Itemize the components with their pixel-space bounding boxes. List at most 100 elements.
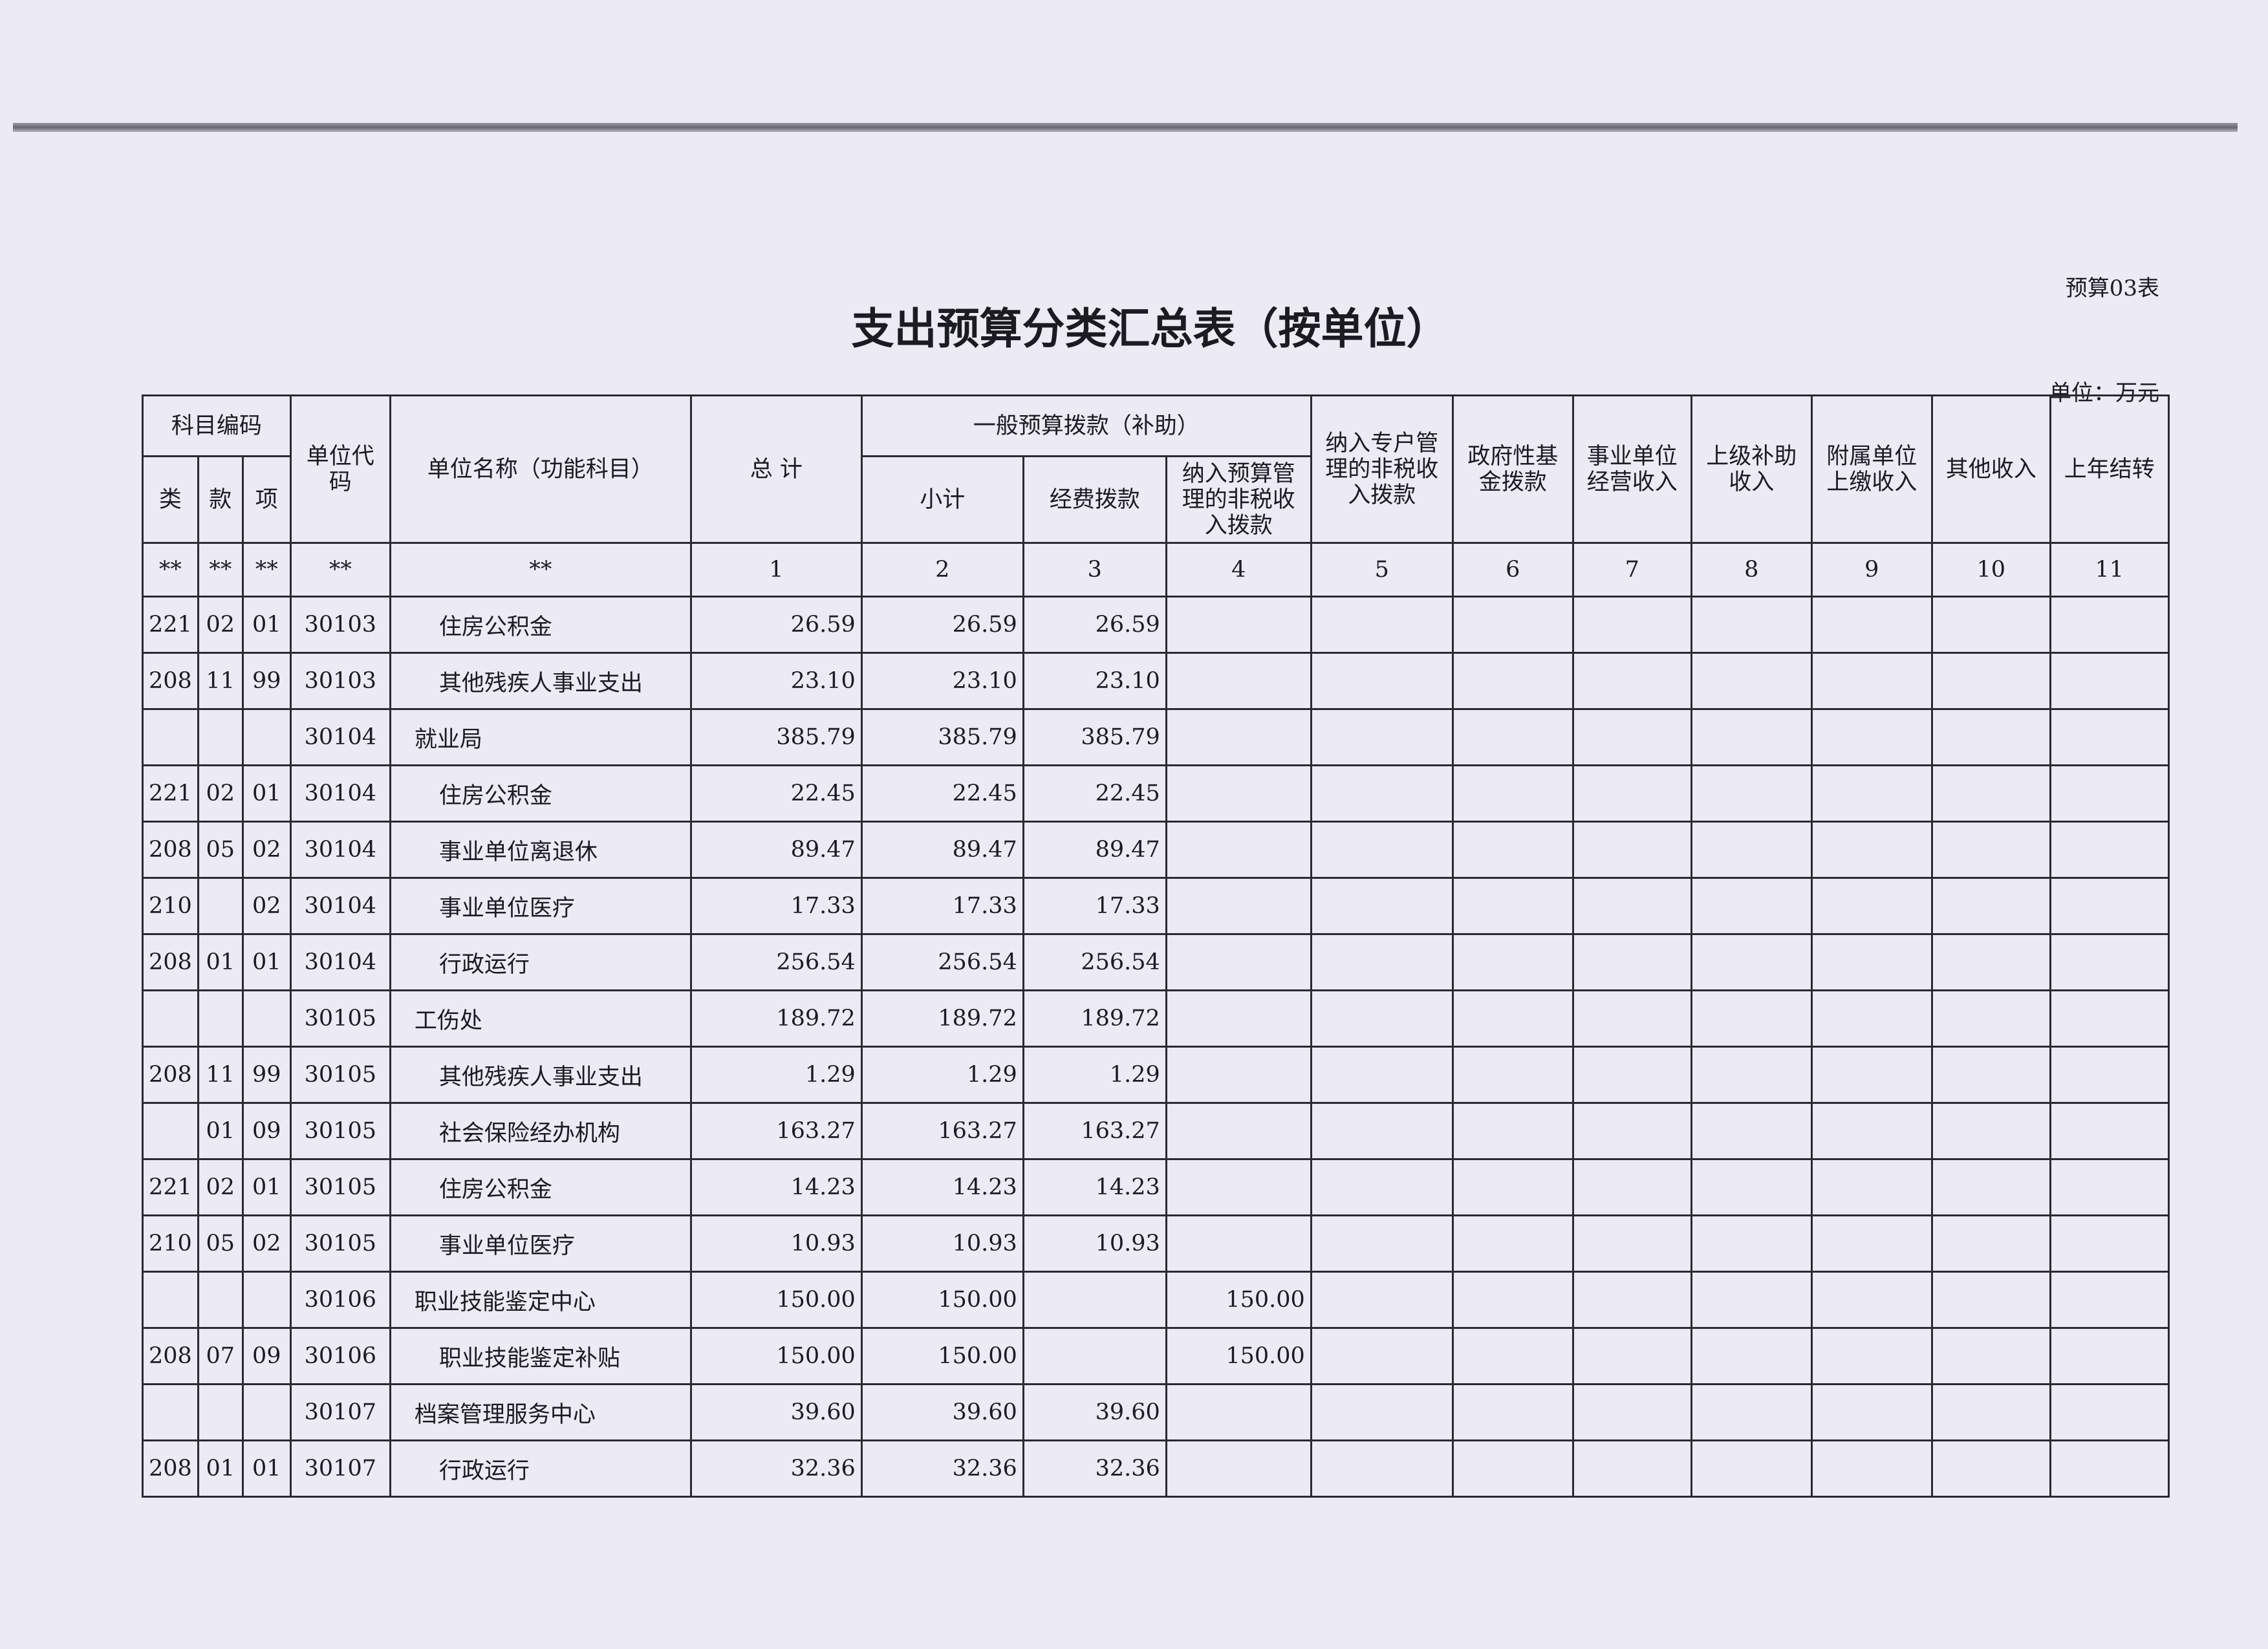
code-cell: 30107 <box>289 1383 391 1441</box>
amount-cell: 23.10 <box>689 652 863 710</box>
amount-cell <box>1022 1271 1167 1329</box>
amount-cell: 14.23 <box>1022 1158 1167 1216</box>
data-row: 208 07 09 30106 职业技能鉴定补贴 150.00 150.00 150.00 <box>142 1327 2170 1385</box>
column-number: ** <box>289 542 391 598</box>
column-number: 7 <box>1571 542 1692 598</box>
data-row: 221 02 01 30105 住房公积金 14.23 14.23 14.23 <box>142 1158 2170 1216</box>
amount-cell <box>2049 1102 2170 1160</box>
amount-cell <box>1810 1383 1933 1441</box>
scan-edge <box>13 123 2238 132</box>
column-header: 其他收入 <box>1930 394 2051 544</box>
amount-cell <box>1930 1327 2051 1385</box>
column-header: 单位名称（功能科目） <box>389 394 692 544</box>
amount-cell <box>1690 877 1813 935</box>
amount-cell <box>1310 1046 1454 1104</box>
amount-cell <box>1451 1158 1574 1216</box>
amount-cell <box>1930 1383 2051 1441</box>
amount-cell: 385.79 <box>860 708 1024 766</box>
amount-cell <box>1690 1271 1813 1329</box>
amount-cell: 256.54 <box>689 933 863 991</box>
amount-cell <box>1690 652 1813 710</box>
data-row: 30104 就业局 385.79 385.79 385.79 <box>142 708 2170 766</box>
amount-cell <box>1310 596 1454 654</box>
unit-name: 事业单位医疗 <box>389 1214 692 1273</box>
amount-cell <box>1165 1158 1312 1216</box>
amount-cell <box>1810 764 1933 823</box>
amount-cell <box>1690 989 1813 1048</box>
amount-cell: 22.45 <box>860 764 1024 823</box>
amount-cell <box>1930 989 2051 1048</box>
column-header: 单位代码 <box>289 394 391 544</box>
amount-cell <box>1810 708 1933 766</box>
code-cell: 01 <box>197 1439 244 1498</box>
code-cell: 210 <box>142 1214 199 1273</box>
amount-cell <box>1310 877 1454 935</box>
amount-cell <box>1571 708 1692 766</box>
column-number: 11 <box>2049 542 2170 598</box>
column-number: 4 <box>1165 542 1312 598</box>
amount-cell: 256.54 <box>860 933 1024 991</box>
amount-cell <box>1310 1383 1454 1441</box>
amount-cell <box>1810 596 1933 654</box>
unit-name: 行政运行 <box>389 933 692 991</box>
amount-cell <box>2049 652 2170 710</box>
amount-cell: 189.72 <box>860 989 1024 1048</box>
amount-cell <box>1810 1214 1933 1273</box>
amount-cell <box>1930 652 2051 710</box>
amount-cell: 32.36 <box>860 1439 1024 1498</box>
column-header: 总 计 <box>689 394 863 544</box>
amount-cell: 14.23 <box>860 1158 1024 1216</box>
amount-cell <box>1310 764 1454 823</box>
code-cell: 30104 <box>289 764 391 823</box>
code-cell: 02 <box>241 821 292 879</box>
column-number: 8 <box>1690 542 1813 598</box>
code-cell: 02 <box>197 596 244 654</box>
amount-cell <box>1571 1383 1692 1441</box>
column-number: 3 <box>1022 542 1167 598</box>
amount-cell <box>1571 933 1692 991</box>
amount-cell <box>2049 877 2170 935</box>
amount-cell: 150.00 <box>689 1271 863 1329</box>
code-cell: 30105 <box>289 1102 391 1160</box>
amount-cell: 26.59 <box>1022 596 1167 654</box>
code-cell: 221 <box>142 596 199 654</box>
amount-cell: 150.00 <box>860 1271 1024 1329</box>
budget-table: 科目编码 单位代码 单位名称（功能科目）总 计一般预算拨款（补助） 纳入专户管理的非税… <box>142 394 2170 1498</box>
unit-name: 住房公积金 <box>389 1158 692 1216</box>
column-number-row: ** ** ** ** ** 1 2 3 4 5 6 7 8 9 10 11 <box>142 542 2170 598</box>
amount-cell: 22.45 <box>1022 764 1167 823</box>
amount-cell <box>1810 1271 1933 1329</box>
code-cell: 208 <box>142 1046 199 1104</box>
amount-cell <box>1690 933 1813 991</box>
amount-cell <box>1690 1102 1813 1160</box>
amount-cell: 163.27 <box>689 1102 863 1160</box>
amount-cell <box>1571 1327 1692 1385</box>
amount-cell <box>1690 1383 1813 1441</box>
data-row: 208 01 01 30107 行政运行 32.36 32.36 32.36 <box>142 1439 2170 1498</box>
column-header: 小计 <box>860 455 1024 544</box>
unit-name: 事业单位离退休 <box>389 821 692 879</box>
amount-cell <box>1690 821 1813 879</box>
amount-cell <box>1310 652 1454 710</box>
code-cell: 210 <box>142 877 199 935</box>
amount-cell: 163.27 <box>1022 1102 1167 1160</box>
amount-cell: 163.27 <box>860 1102 1024 1160</box>
amount-cell <box>1571 652 1692 710</box>
code-cell <box>197 1271 244 1329</box>
group-header: 科目编码 <box>142 394 292 457</box>
code-cell: 01 <box>241 596 292 654</box>
amount-cell <box>1310 821 1454 879</box>
code-cell: 30106 <box>289 1327 391 1385</box>
unit-name: 住房公积金 <box>389 596 692 654</box>
amount-cell <box>1930 596 2051 654</box>
unit-name: 社会保险经办机构 <box>389 1102 692 1160</box>
amount-cell <box>2049 1327 2170 1385</box>
amount-cell <box>1310 1271 1454 1329</box>
code-cell <box>241 708 292 766</box>
amount-cell <box>1571 989 1692 1048</box>
amount-cell <box>1810 1158 1933 1216</box>
amount-cell <box>1451 877 1574 935</box>
amount-cell <box>1930 933 2051 991</box>
amount-cell <box>1310 708 1454 766</box>
